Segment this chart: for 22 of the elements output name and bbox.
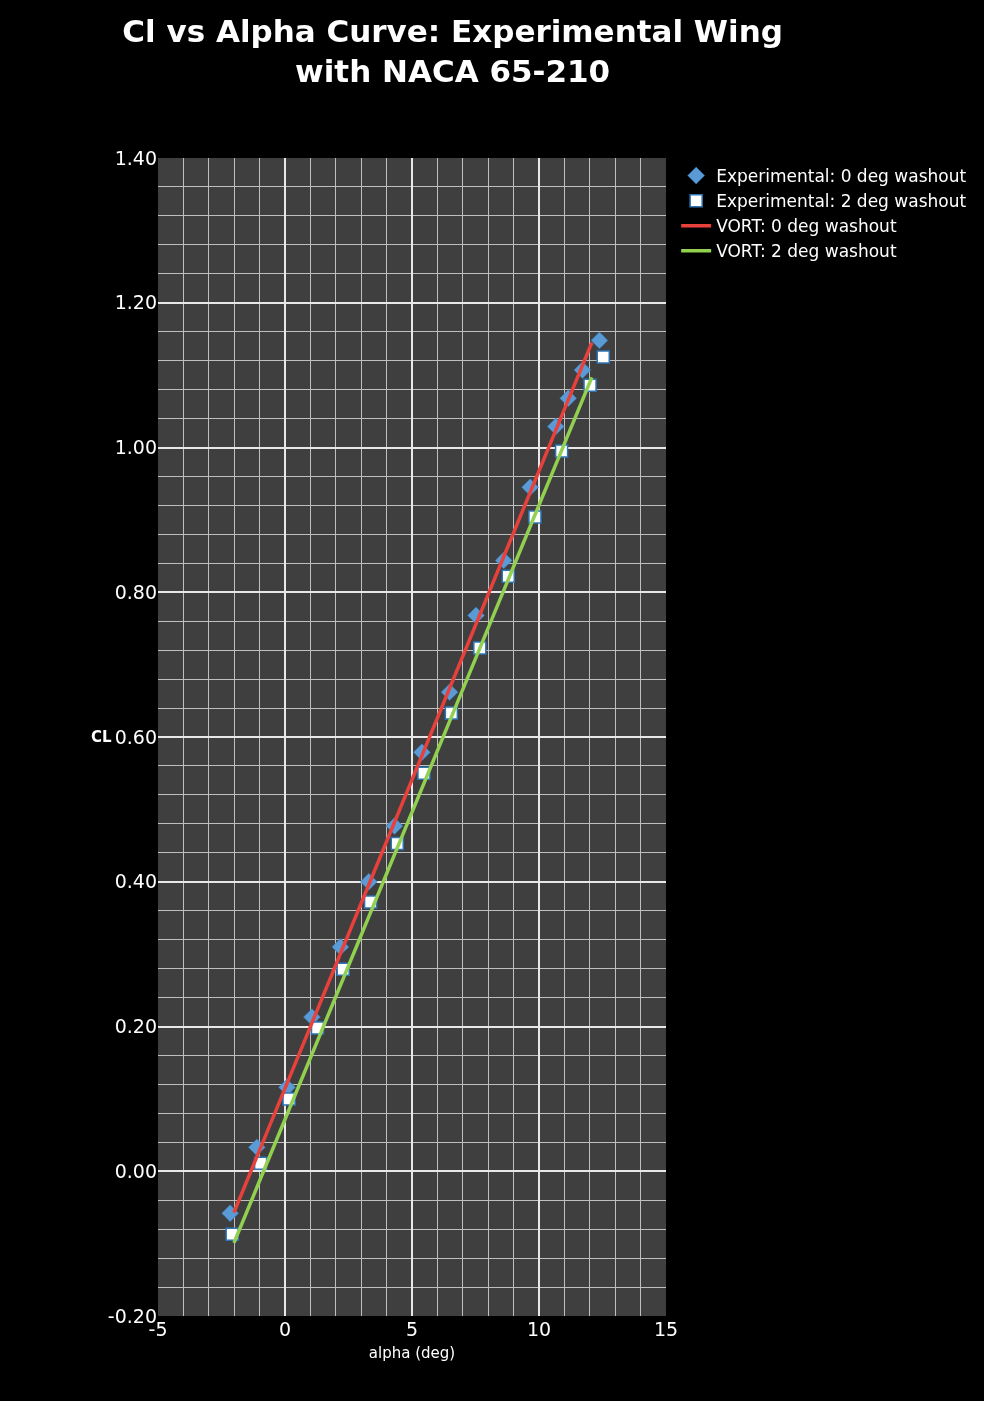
legend-label: Experimental: 0 deg washout (716, 166, 967, 187)
y-tick-label: 0.20 (114, 1015, 157, 1038)
legend-label: Experimental: 2 deg washout (716, 191, 967, 212)
y-tick-label: 1.20 (114, 291, 157, 314)
y-axis-title: CL (91, 728, 113, 746)
x-tick-label: 0 (278, 1318, 292, 1340)
y-tick-label: 0.60 (114, 725, 157, 748)
legend-label: VORT: 2 deg washout (716, 241, 897, 262)
y-tick-label: 0.80 (114, 580, 157, 603)
chart-title: Cl vs Alpha Curve: Experimental Wing with NACA 65-210 (122, 13, 783, 90)
x-axis-title: alpha (deg) (368, 1344, 456, 1362)
x-tick-label: 5 (405, 1318, 419, 1340)
point (596, 350, 611, 364)
y-tick-label: 1.00 (114, 436, 157, 459)
y-tick-label: 1.40 (114, 146, 157, 169)
legend-label: VORT: 0 deg washout (716, 216, 897, 237)
y-tick-label: 0.40 (114, 870, 157, 893)
x-tick-label: 10 (526, 1318, 552, 1340)
x-tick-label: 15 (653, 1318, 679, 1340)
point (221, 1204, 239, 1222)
y-tick-label: 0.00 (114, 1159, 157, 1182)
point (590, 331, 609, 350)
